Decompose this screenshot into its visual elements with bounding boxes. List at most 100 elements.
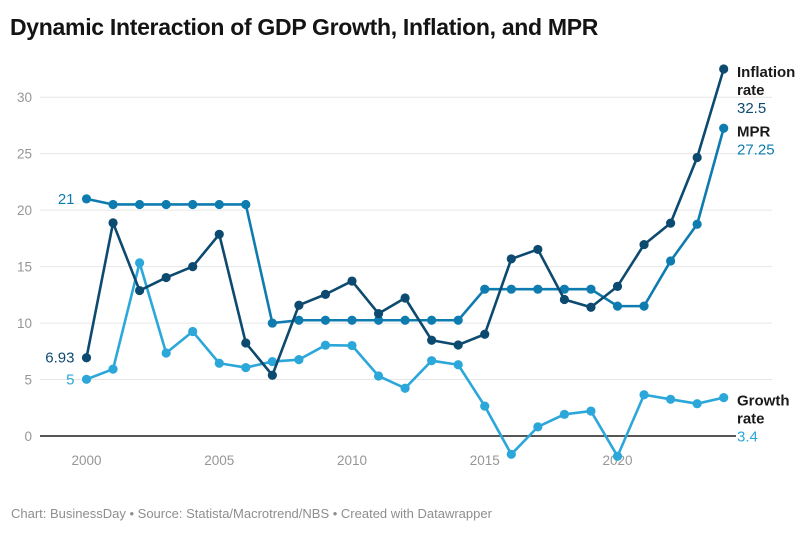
series-dot-growth-rate-2011[interactable]: [373, 371, 384, 381]
start-value-label-mpr: 21: [58, 191, 75, 208]
series-dot-growth-rate-2000[interactable]: [81, 374, 92, 384]
series-name-label-mpr: MPR: [737, 123, 771, 140]
series-dot-inflation-rate-2002[interactable]: [135, 285, 145, 296]
series-dot-inflation-rate-2003[interactable]: [161, 272, 171, 283]
series-dot-growth-rate-2019[interactable]: [586, 406, 596, 416]
series-dot-inflation-rate-2001[interactable]: [108, 218, 118, 228]
series-dot-mpr-2004[interactable]: [188, 199, 198, 210]
series-dot-growth-rate-2021[interactable]: [639, 390, 649, 400]
x-tick-label-2015: 2015: [470, 453, 500, 468]
series-dot-inflation-rate-2005[interactable]: [214, 229, 224, 239]
end-value-label-growth-rate: 3.4: [737, 429, 758, 446]
series-dot-inflation-rate-2022[interactable]: [666, 218, 676, 228]
series-name-label-growth-rate: Growth: [737, 393, 790, 410]
y-tick-label-10: 10: [17, 316, 32, 331]
series-dot-mpr-2013[interactable]: [427, 315, 437, 325]
series-dot-mpr-2014[interactable]: [453, 315, 463, 325]
series-dot-growth-rate-2002[interactable]: [135, 258, 145, 268]
series-dot-mpr-2019[interactable]: [586, 284, 596, 294]
series-dot-mpr-2024[interactable]: [719, 123, 729, 133]
series-dot-inflation-rate-2013[interactable]: [427, 335, 437, 345]
series-dot-mpr-2017[interactable]: [533, 284, 543, 294]
series-dot-mpr-2001[interactable]: [108, 199, 118, 210]
series-dot-mpr-2020[interactable]: [612, 301, 623, 311]
series-dot-mpr-2015[interactable]: [480, 284, 490, 294]
series-dot-mpr-2016[interactable]: [506, 284, 516, 294]
series-dot-growth-rate-2005[interactable]: [214, 358, 224, 368]
y-tick-label-30: 30: [17, 90, 32, 105]
y-tick-label-0: 0: [24, 429, 32, 444]
series-dot-growth-rate-2012[interactable]: [400, 383, 410, 393]
series-dot-growth-rate-2003[interactable]: [161, 348, 171, 358]
series-dot-inflation-rate-2008[interactable]: [294, 300, 304, 310]
series-dot-inflation-rate-2007[interactable]: [267, 370, 277, 380]
series-dot-inflation-rate-2014[interactable]: [453, 340, 463, 350]
series-dot-growth-rate-2022[interactable]: [666, 394, 676, 404]
y-tick-label-20: 20: [17, 203, 32, 218]
series-dot-growth-rate-2006[interactable]: [241, 362, 251, 373]
series-dot-growth-rate-2017[interactable]: [533, 422, 543, 432]
series-line-growth-rate: [86, 261, 724, 458]
chart-title: Dynamic Interaction of GDP Growth, Infla…: [10, 14, 599, 40]
series-dot-growth-rate-2001[interactable]: [108, 364, 118, 374]
series-dot-growth-rate-2004[interactable]: [188, 326, 198, 337]
series-dot-inflation-rate-2010[interactable]: [347, 276, 357, 286]
series-dot-growth-rate-2015[interactable]: [480, 401, 490, 411]
end-value-label-inflation-rate: 32.5: [737, 100, 766, 117]
series-dot-growth-rate-2007[interactable]: [267, 356, 277, 367]
series-dot-growth-rate-2016[interactable]: [506, 449, 516, 459]
series-dot-mpr-2011[interactable]: [373, 315, 384, 325]
x-tick-label-2000: 2000: [71, 453, 101, 468]
series-dot-inflation-rate-2009[interactable]: [320, 289, 331, 299]
series-dot-mpr-2005[interactable]: [214, 199, 224, 210]
series-dot-inflation-rate-2024[interactable]: [719, 64, 729, 74]
series-dot-inflation-rate-2019[interactable]: [586, 302, 596, 312]
x-tick-label-2005: 2005: [204, 453, 234, 468]
chart-footer: Chart: BusinessDay • Source: Statista/Ma…: [11, 506, 492, 521]
series-dot-growth-rate-2020[interactable]: [612, 451, 623, 461]
series-dot-mpr-2007[interactable]: [267, 318, 277, 328]
series-dot-growth-rate-2008[interactable]: [294, 355, 304, 365]
series-dot-inflation-rate-2000[interactable]: [81, 353, 92, 363]
series-dot-inflation-rate-2018[interactable]: [559, 294, 570, 305]
start-value-label-inflation-rate: 6.93: [45, 350, 74, 367]
series-dot-growth-rate-2010[interactable]: [347, 340, 357, 351]
series-line-inflation-rate: [85, 68, 725, 377]
series-dot-inflation-rate-2011[interactable]: [373, 308, 384, 319]
series-dot-mpr-2000[interactable]: [81, 194, 92, 204]
series-dot-inflation-rate-2020[interactable]: [612, 281, 623, 291]
series-dot-mpr-2009[interactable]: [320, 315, 331, 325]
x-tick-label-2010: 2010: [337, 453, 367, 468]
series-dot-mpr-2006[interactable]: [241, 199, 251, 210]
y-tick-label-5: 5: [24, 373, 32, 388]
series-dot-inflation-rate-2023[interactable]: [692, 152, 702, 163]
series-dot-inflation-rate-2017[interactable]: [533, 244, 543, 255]
series-dot-growth-rate-2009[interactable]: [320, 340, 331, 350]
series-dot-growth-rate-2018[interactable]: [559, 409, 570, 419]
series-dot-inflation-rate-2015[interactable]: [480, 329, 490, 339]
series-dot-inflation-rate-2021[interactable]: [639, 239, 649, 250]
series-dot-mpr-2008[interactable]: [294, 315, 304, 325]
series-dot-inflation-rate-2006[interactable]: [241, 338, 251, 348]
series-name-label-growth-rate-line2: rate: [737, 411, 765, 428]
series-dot-mpr-2023[interactable]: [692, 219, 702, 229]
series-dot-mpr-2022[interactable]: [666, 256, 676, 266]
series-dot-growth-rate-2023[interactable]: [692, 399, 702, 409]
series-dot-inflation-rate-2004[interactable]: [188, 262, 198, 272]
series-dot-mpr-2010[interactable]: [347, 315, 357, 325]
series-dot-growth-rate-2013[interactable]: [427, 356, 437, 366]
series-dot-mpr-2018[interactable]: [559, 284, 570, 294]
series-dot-inflation-rate-2012[interactable]: [400, 293, 410, 303]
series-name-label-inflation-rate-line2: rate: [737, 82, 765, 99]
series-dot-inflation-rate-2016[interactable]: [506, 254, 516, 264]
series-dot-mpr-2003[interactable]: [161, 199, 171, 210]
series-dot-mpr-2012[interactable]: [400, 315, 410, 325]
series-dot-growth-rate-2024[interactable]: [719, 393, 729, 403]
series-dot-mpr-2021[interactable]: [639, 301, 649, 311]
series-dot-growth-rate-2014[interactable]: [453, 360, 463, 370]
end-value-label-mpr: 27.25: [737, 141, 775, 158]
y-tick-label-25: 25: [17, 147, 32, 162]
series-dot-mpr-2002[interactable]: [135, 199, 145, 210]
series-name-label-inflation-rate: Inflation: [737, 64, 795, 81]
